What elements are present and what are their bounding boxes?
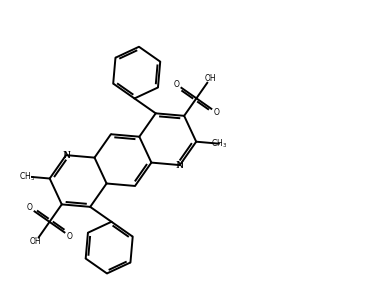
Text: O: O <box>67 232 73 241</box>
Text: OH: OH <box>30 237 42 246</box>
Text: N: N <box>62 151 70 160</box>
Text: CH$_3$: CH$_3$ <box>211 137 227 150</box>
Text: N: N <box>176 160 184 170</box>
Text: OH: OH <box>204 74 216 83</box>
Text: O: O <box>173 80 179 89</box>
Text: N: N <box>177 160 183 170</box>
Text: CH$_3$: CH$_3$ <box>19 170 35 183</box>
Text: O: O <box>26 203 32 212</box>
Text: N: N <box>63 151 70 160</box>
Text: O: O <box>214 108 220 117</box>
